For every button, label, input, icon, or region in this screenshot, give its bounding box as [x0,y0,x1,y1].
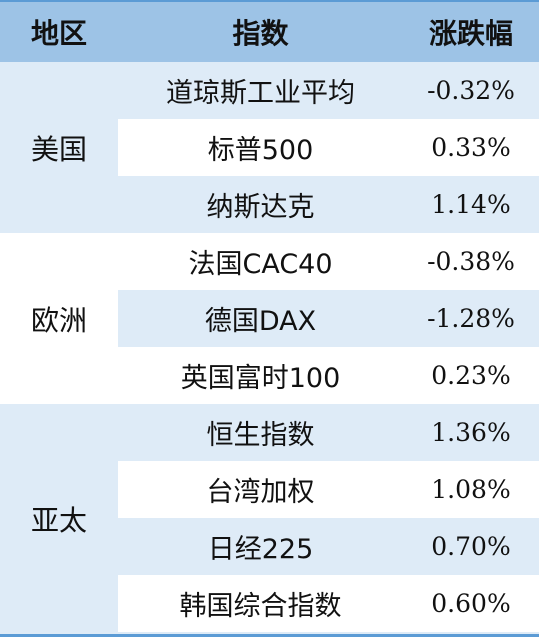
change-value: 0.33% [431,133,511,162]
header-region: 地区 [30,17,87,50]
change-value: -0.32% [427,76,515,105]
index-name: 标普500 [207,135,314,166]
region-group-europe: 欧洲 法国CAC40 -0.38% 德国DAX -1.28% 英国富时100 0… [0,233,539,404]
table-row: 标普500 0.33% [118,119,539,176]
table-row: 恒生指数 1.36% [118,404,539,461]
change-value: 0.70% [431,532,511,561]
change-value: -1.28% [427,304,515,333]
table-bottom-border [0,634,539,637]
index-name: 日经225 [207,534,314,565]
table-row: 台湾加权 1.08% [118,461,539,518]
index-name: 纳斯达克 [206,192,315,223]
region-group-asia-pacific: 亚太 恒生指数 1.36% 台湾加权 1.08% 日经225 0.70% 韩国综… [0,404,539,634]
header-change: 涨跌幅 [428,17,513,50]
table-row: 纳斯达克 1.14% [118,176,539,233]
index-name: 法国CAC40 [188,249,333,280]
change-value: 1.08% [431,475,511,504]
index-name: 恒生指数 [206,420,315,451]
table-header: 地区 指数 涨跌幅 [0,0,539,62]
table-row: 韩国综合指数 0.60% [118,575,539,632]
index-name: 德国DAX [204,306,317,337]
region-cell: 美国 [30,132,87,166]
table-row: 法国CAC40 -0.38% [118,233,539,290]
index-name: 英国富时100 [180,363,341,394]
region-cell: 欧洲 [30,303,87,337]
change-value: 1.36% [431,418,511,447]
index-name: 韩国综合指数 [179,591,342,622]
table-row: 英国富时100 0.23% [118,347,539,404]
region-cell: 亚太 [30,504,87,537]
region-group-us: 美国 道琼斯工业平均 -0.32% 标普500 0.33% 纳斯达克 1.14% [0,62,539,233]
change-value: 0.60% [431,589,511,618]
change-value: 1.14% [431,190,511,219]
change-value: -0.38% [427,247,515,276]
index-name: 台湾加权 [206,477,315,508]
table-row: 日经225 0.70% [118,518,539,575]
table-row: 道琼斯工业平均 -0.32% [118,62,539,119]
change-value: 0.23% [431,361,511,390]
table-row: 德国DAX -1.28% [118,290,539,347]
header-index: 指数 [232,17,289,50]
index-name: 道琼斯工业平均 [166,78,355,109]
